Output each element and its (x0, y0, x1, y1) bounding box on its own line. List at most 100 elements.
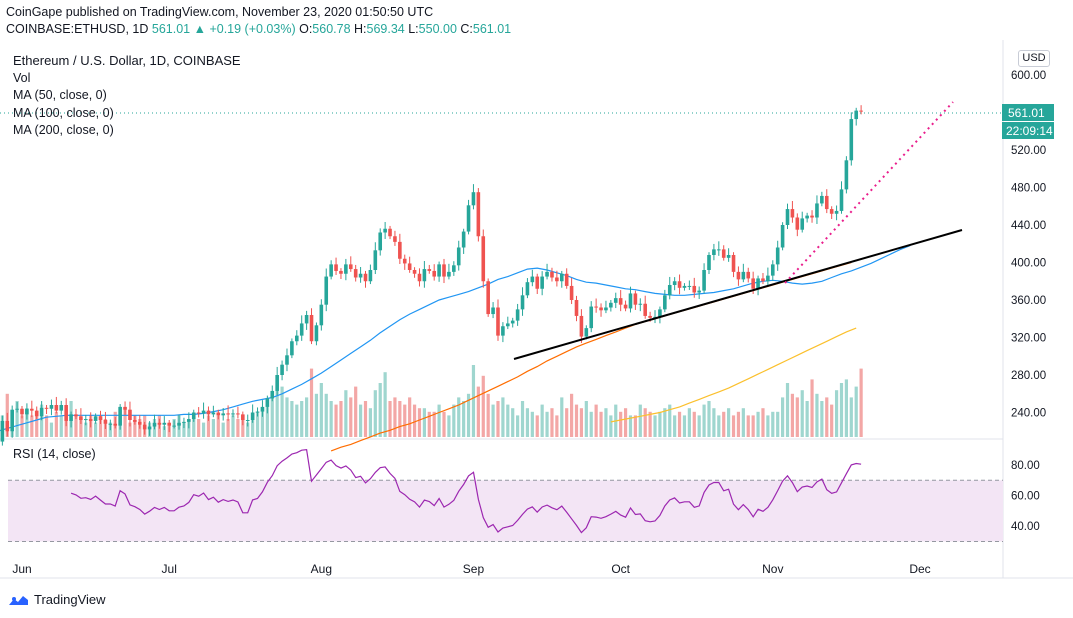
volume-bar (545, 411, 549, 437)
candle-body (358, 273, 363, 278)
candle-body (334, 264, 338, 271)
volume-bar (736, 411, 741, 437)
volume-bar (785, 383, 790, 437)
candle-body (677, 281, 682, 288)
candle-body (564, 273, 569, 286)
volume-bar (569, 393, 574, 437)
time-tick-label: Jul (162, 562, 177, 576)
candle-body (422, 269, 427, 282)
candle-body (39, 407, 44, 417)
volume-bar (349, 397, 353, 437)
volume-bar (687, 408, 691, 437)
footer-brand[interactable]: TradingView (8, 592, 106, 607)
candle-body (628, 293, 633, 309)
rsi-line (70, 449, 862, 534)
candle-body (231, 413, 235, 415)
candle-body (834, 210, 839, 214)
candle-body (766, 275, 770, 282)
volume-bar (859, 368, 863, 437)
candle-body (142, 424, 147, 430)
volume-bar (74, 415, 78, 437)
volume-bar (44, 415, 49, 437)
countdown-badge: 22:09:14 (1006, 124, 1053, 138)
volume-bar (408, 397, 412, 437)
volume-bar (599, 411, 603, 437)
volume-bar (628, 415, 633, 437)
candle-body (103, 420, 108, 424)
volume-bar (79, 419, 83, 437)
currency-button[interactable]: USD (1018, 50, 1050, 67)
candle-body (712, 249, 716, 255)
volume-bar (604, 408, 608, 437)
candle-body (407, 263, 412, 270)
candle-body (501, 326, 505, 336)
volume-bar (241, 415, 245, 437)
candle-body (800, 218, 805, 230)
candle-body (456, 247, 461, 266)
change-value: ▲ +0.19 (+0.03%) (193, 22, 296, 36)
candle-body (182, 421, 186, 423)
candle-body (79, 416, 83, 420)
candle-body (432, 270, 436, 277)
candle-body (172, 425, 176, 427)
volume-bar (648, 411, 652, 437)
high-label: H: (354, 22, 367, 36)
candle-body (319, 304, 324, 326)
candle-body (535, 276, 540, 289)
candle-body (452, 265, 456, 272)
volume-bar (496, 401, 500, 437)
candle-body (844, 160, 849, 190)
candle-body (314, 325, 319, 342)
volume-bar (216, 415, 220, 437)
volume-bar (442, 411, 446, 437)
volume-bar (128, 422, 132, 437)
volume-bar (452, 404, 456, 437)
legend-ma50[interactable]: MA (50, close, 0) (13, 88, 107, 103)
volume-bar (555, 415, 559, 437)
volume-bar (830, 404, 834, 437)
close-value: 561.01 (472, 22, 512, 36)
candle-body (206, 410, 211, 415)
volume-bar (844, 379, 848, 437)
candle-body (609, 302, 613, 308)
volume-bar (201, 422, 206, 437)
candle-body (427, 269, 432, 271)
candle-body (707, 255, 711, 270)
candle-body (751, 278, 755, 289)
candle-body (157, 422, 162, 425)
candle-body (697, 290, 701, 293)
candle-body (191, 412, 196, 420)
candle-body (5, 420, 10, 432)
volume-bar (94, 422, 98, 437)
candle-body (20, 408, 24, 415)
candle-body (378, 232, 383, 251)
volume-bar (565, 408, 569, 437)
candle-body (824, 195, 829, 210)
candle-body (515, 309, 520, 321)
legend-ma100[interactable]: MA (100, close, 0) (13, 105, 114, 120)
rsi-legend[interactable]: RSI (14, close) (13, 447, 96, 461)
candle-body (682, 285, 687, 288)
volume-bar (300, 401, 304, 437)
candle-body (88, 419, 93, 421)
volume-bar (20, 415, 24, 437)
candle-body (0, 420, 5, 442)
candle-body (226, 413, 230, 415)
volume-bar (305, 397, 309, 437)
price-tick-label: 400.00 (1011, 258, 1046, 270)
candle-body (805, 215, 809, 219)
price-badge: 561.01 (1008, 106, 1045, 120)
volume-bar (231, 415, 235, 437)
volume-bar (206, 415, 211, 437)
legend-ma200[interactable]: MA (200, close, 0) (13, 123, 114, 138)
volume-bar (466, 393, 471, 437)
candle-body (245, 420, 250, 421)
volume-bar (265, 404, 269, 437)
candle-body (255, 411, 260, 413)
candle-body (152, 422, 157, 427)
legend-vol[interactable]: Vol (13, 70, 31, 85)
candle-body (30, 408, 34, 411)
candle-body (471, 192, 476, 206)
price-tick-label: 280.00 (1011, 370, 1046, 382)
